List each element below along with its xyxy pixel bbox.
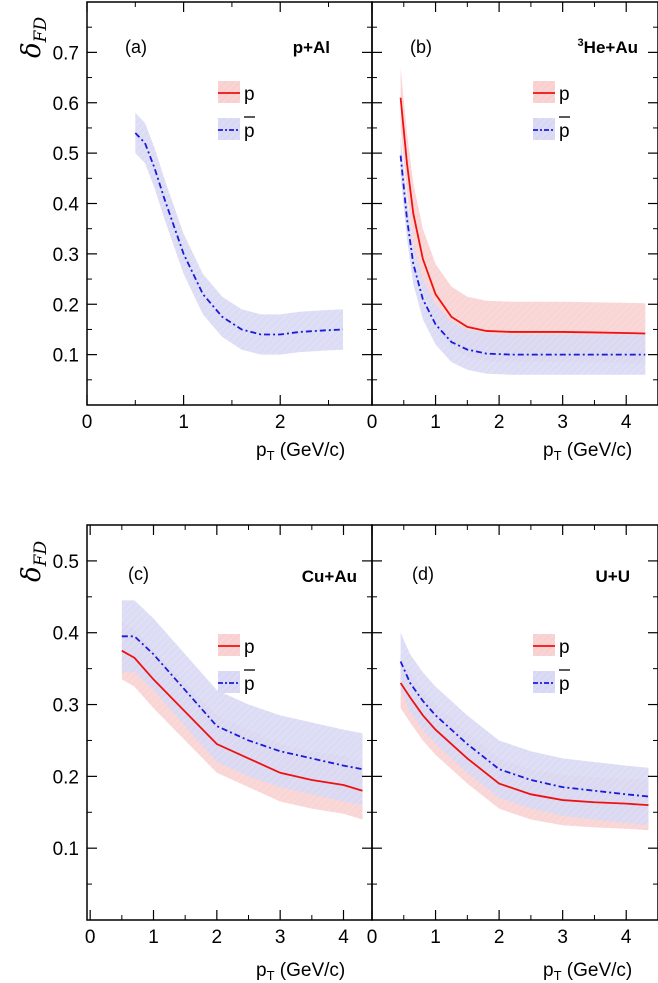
x-tick-label: 4 <box>621 927 632 948</box>
legend-label-p: p <box>244 84 255 105</box>
legend-label-pbar: p <box>559 674 570 695</box>
x-axis-label-unit: (GeV/c) <box>275 440 346 461</box>
legend-swatch-p <box>218 81 240 103</box>
panel-d: 0 1 2 3 4 (d) U+U pp <box>367 524 658 948</box>
x-tick-label: 0 <box>82 412 93 433</box>
y-axis-label-sub: FD <box>31 541 51 568</box>
x-axis-label-sub: T <box>267 968 275 983</box>
y-axis-label-main: δ <box>17 566 47 582</box>
y-tick-label: 0.6 <box>53 94 79 115</box>
y-tick-label: 0.3 <box>53 245 79 266</box>
x-axis-label-unit: (GeV/c) <box>275 960 346 981</box>
system-label: U+U <box>596 567 630 586</box>
panel-label: (b) <box>410 37 432 57</box>
legend-swatch-pbar <box>533 118 555 140</box>
x-tick-label: 0 <box>367 927 378 948</box>
x-axis-label-main: p <box>543 960 554 981</box>
y-tick-label: 0.5 <box>53 144 79 165</box>
panel-a: 0 1 2 0.1 0.2 0.3 0.4 0.5 0.6 0.7 (a) p+Al pp <box>53 1 373 433</box>
system-label: 3He+Au <box>578 37 638 57</box>
system-label-sup: 3 <box>578 37 584 49</box>
y-axis-label-main: δ <box>17 42 47 58</box>
x-axis-label-sub: T <box>267 448 275 463</box>
legend-swatch-p <box>218 634 240 656</box>
y-tick-label: 0.7 <box>53 43 79 64</box>
y-tick-label: 0.1 <box>53 839 79 860</box>
series-line-p <box>121 649 363 792</box>
legend-swatch-pbar <box>218 671 240 693</box>
y-axis-label-sub: FD <box>31 17 51 44</box>
uncertainty-band-pbar <box>400 135 646 375</box>
x-tick-label: 0 <box>367 412 378 433</box>
x-tick-label: 1 <box>430 412 441 433</box>
legend-swatch-p <box>533 634 555 656</box>
x-tick-label: 1 <box>430 927 441 948</box>
legend-label-p: p <box>244 637 255 658</box>
x-tick-label: 1 <box>178 412 189 433</box>
x-axis-label-c: pT (GeV/c) <box>256 960 345 983</box>
y-tick-label: 0.2 <box>53 295 79 316</box>
x-axis-label-sub: T <box>554 448 562 463</box>
x-axis-label-main: p <box>256 440 267 461</box>
x-tick-label: 2 <box>212 927 223 948</box>
y-tick-label: 0.4 <box>53 624 80 645</box>
series-line-p <box>399 97 646 335</box>
y-tick-label: 0.3 <box>53 696 79 717</box>
y-axis-label-top: δFD <box>17 17 51 58</box>
uncertainty-band-pbar <box>121 600 363 806</box>
series-line-pbar <box>399 155 646 356</box>
y-tick-label: 0.1 <box>53 346 79 367</box>
panel-label: (c) <box>128 564 149 584</box>
series-line-pbar <box>399 661 649 798</box>
series-line-pbar <box>134 132 344 336</box>
system-label-main: He+Au <box>584 38 638 57</box>
plot-frame <box>371 524 658 921</box>
y-tick-label: 0.5 <box>53 552 79 573</box>
legend-swatch-pbar <box>218 118 240 140</box>
panel-label: (a) <box>125 37 147 57</box>
x-axis-label-sub: T <box>554 968 562 983</box>
x-axis-label-unit: (GeV/c) <box>562 440 633 461</box>
y-tick-label: 0.2 <box>53 767 79 788</box>
x-tick-label: 4 <box>338 927 349 948</box>
series-line-p <box>399 682 649 806</box>
uncertainty-band-p <box>400 67 646 364</box>
x-axis-label-d: pT (GeV/c) <box>543 960 632 983</box>
uncertainty-band-pbar <box>400 632 649 826</box>
panel-label: (d) <box>412 564 434 584</box>
panel-c: 0 1 2 3 4 0.1 0.2 0.3 0.4 0.5 (c) Cu+Au pp <box>53 524 373 948</box>
legend-label-p: p <box>559 84 570 105</box>
system-label: p+Al <box>293 38 330 57</box>
x-tick-label: 1 <box>148 927 159 948</box>
system-label: Cu+Au <box>302 567 357 586</box>
legend-label-pbar: p <box>244 674 255 695</box>
x-axis-label-main: p <box>256 960 267 981</box>
x-tick-label: 2 <box>494 927 505 948</box>
legend-swatch-pbar <box>533 671 555 693</box>
x-axis-label-unit: (GeV/c) <box>562 960 633 981</box>
x-axis-label-a: pT (GeV/c) <box>256 440 345 463</box>
x-tick-label: 3 <box>275 927 286 948</box>
x-tick-label: 4 <box>621 412 632 433</box>
x-tick-label: 0 <box>85 927 96 948</box>
x-tick-label: 3 <box>557 412 568 433</box>
x-tick-label: 2 <box>275 412 286 433</box>
legend-label-pbar: p <box>244 121 255 142</box>
legend-label-pbar: p <box>559 121 570 142</box>
x-axis-label-main: p <box>543 440 554 461</box>
x-axis-label-b: pT (GeV/c) <box>543 440 632 463</box>
uncertainty-band-pbar <box>135 112 344 355</box>
x-tick-label: 2 <box>494 412 505 433</box>
x-tick-label: 3 <box>557 927 568 948</box>
legend-label-p: p <box>559 637 570 658</box>
y-tick-label: 0.4 <box>53 195 80 216</box>
legend-swatch-p <box>533 81 555 103</box>
y-axis-label-bottom: δFD <box>17 541 51 582</box>
